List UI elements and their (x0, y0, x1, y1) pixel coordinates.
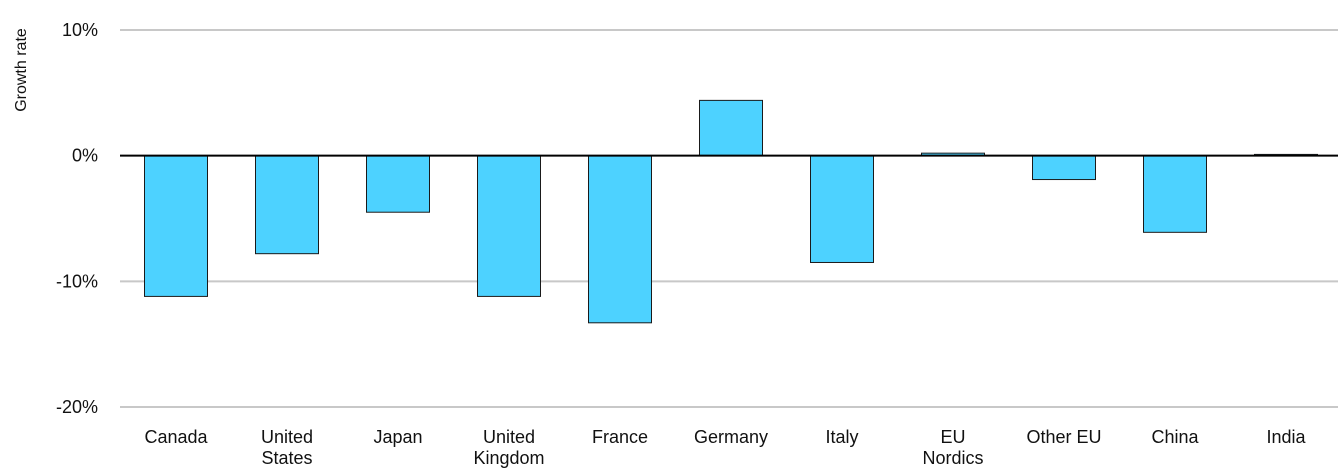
bar (255, 155, 319, 255)
category-label: France (592, 427, 648, 447)
category-labels: Canada United States Japan United Kingdom Fran… (144, 427, 1306, 468)
y-tick-label: -20% (56, 397, 98, 417)
category-label: EU Nordics (922, 427, 983, 468)
category-label: India (1266, 427, 1306, 447)
y-tick-label: 0% (72, 146, 98, 166)
bar (1143, 155, 1207, 233)
y-tick-label: 10% (62, 20, 98, 40)
bar (144, 155, 208, 297)
category-label: China (1151, 427, 1199, 447)
category-label: Italy (825, 427, 858, 447)
bars (144, 99, 1318, 324)
y-axis-label: Growth rate (13, 28, 30, 112)
bar (588, 155, 652, 324)
category-label: United States (261, 427, 313, 468)
y-tick-label: -10% (56, 271, 98, 291)
y-tick-labels: 10% 0% -10% -20% (56, 20, 98, 417)
bar (366, 155, 430, 213)
category-label: Japan (373, 427, 422, 447)
category-label: Canada (144, 427, 208, 447)
bar (1032, 155, 1096, 181)
category-label: Germany (694, 427, 768, 447)
gridlines (120, 29, 1338, 408)
bar (477, 155, 541, 297)
bar (699, 99, 763, 157)
category-label: United Kingdom (473, 427, 544, 468)
bar (810, 155, 874, 263)
category-label: Other EU (1026, 427, 1101, 447)
